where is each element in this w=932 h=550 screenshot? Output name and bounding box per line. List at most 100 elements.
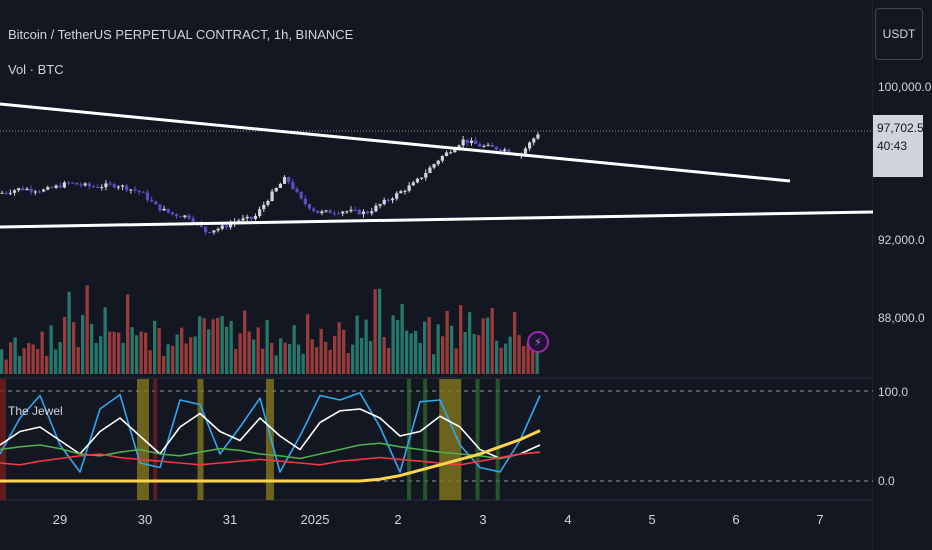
currency-button[interactable]: USDT [875,8,923,60]
candle-body [395,193,399,199]
volume-bar [522,346,526,374]
candle-body [295,188,299,192]
price-tick: 100,000.0 [878,80,932,94]
candle-body [312,208,316,211]
candle-body [266,200,270,205]
candle-body [440,156,444,161]
candle-body [262,204,266,210]
volume-bar [117,332,121,374]
candle-body [54,185,58,188]
time-tick: 6 [732,512,740,527]
volume-bar [256,327,260,374]
candle-body [212,230,216,233]
volume-bar [54,349,58,374]
current-price: 97,702.5 [877,121,924,135]
highlight-band [423,379,428,500]
candle-body [415,178,420,183]
candle-body [420,177,424,179]
volume-bar [216,317,220,374]
candle-body [345,211,349,213]
volume-bar [391,315,395,374]
volume-bar [292,325,296,374]
volume-bar [427,317,431,374]
candle-body [179,216,183,218]
candle-body [461,139,465,146]
volume-bar [418,342,422,374]
candle-body [253,215,258,219]
volume-bar [508,336,512,374]
volume-bar [198,316,202,374]
symbol-title[interactable]: Bitcoin / TetherUS PERPETUAL CONTRACT, 1… [8,27,354,42]
volume-bar [18,356,22,374]
volume-bar [481,318,485,374]
indicator-name[interactable]: The Jewel [8,404,63,418]
volume-bar [369,341,373,374]
time-tick: 4 [564,512,572,527]
candle-body [129,189,133,191]
volume-bar [346,353,350,374]
volume-bar [463,331,467,374]
volume-bar [495,340,499,374]
volume-bar [139,331,143,374]
volume-bar [324,341,328,374]
volume-bar [193,336,197,374]
time-tick: 3 [479,512,487,527]
candle-body [154,201,158,205]
volume-bar [85,285,89,374]
price-axis[interactable] [873,0,932,550]
volume-bar [207,329,211,374]
candle-body [490,144,494,147]
candle-body [436,160,440,165]
candle-body [287,177,291,182]
candle-body [320,211,324,214]
volume-bar [103,307,107,374]
volume-bar [297,344,301,374]
volume-bar [238,333,242,374]
volume-bar [373,289,377,374]
volume-bar [319,328,323,374]
volume-bar [9,342,13,374]
highlight-band [265,379,274,500]
bar-countdown: 40:43 [877,139,908,153]
volume-bar [310,339,314,374]
candle-body [4,192,8,194]
volume-bar [360,337,364,374]
candle-body [0,192,4,194]
candle-body [336,213,341,215]
highlight-band [0,379,6,500]
candle-body [21,188,25,191]
candle-body [137,190,141,192]
volume-bar [526,342,530,374]
volume-bar [301,353,305,374]
trendline-upper[interactable] [0,102,791,183]
candle-body [108,183,112,185]
candle-body [25,188,29,191]
volume-bar [288,344,292,374]
volume-bar [162,356,166,374]
volume-bar [472,334,476,374]
volume-bar [135,335,139,374]
candle-body [125,185,129,191]
candle-body [361,211,366,215]
volume-bar [202,318,206,374]
volume-bar [513,311,517,374]
lightning-icon[interactable]: ⚡ [527,331,549,353]
time-tick: 29 [52,512,68,527]
candle-body [50,187,54,189]
candle-body [46,187,50,190]
candle-body [183,215,187,218]
volume-bar [72,322,76,374]
candle-body [145,192,150,200]
candle-body [424,172,428,178]
volume-bar [409,333,413,374]
volume-bar [355,315,359,374]
candle-body [220,225,224,229]
candle-body [191,218,195,223]
trendline-lower[interactable] [0,210,874,229]
candle-body [399,191,403,194]
candle-body [503,149,507,152]
volume-legend[interactable]: Vol · BTC [8,62,64,77]
candle-body [174,214,179,217]
candle-body [224,225,228,228]
